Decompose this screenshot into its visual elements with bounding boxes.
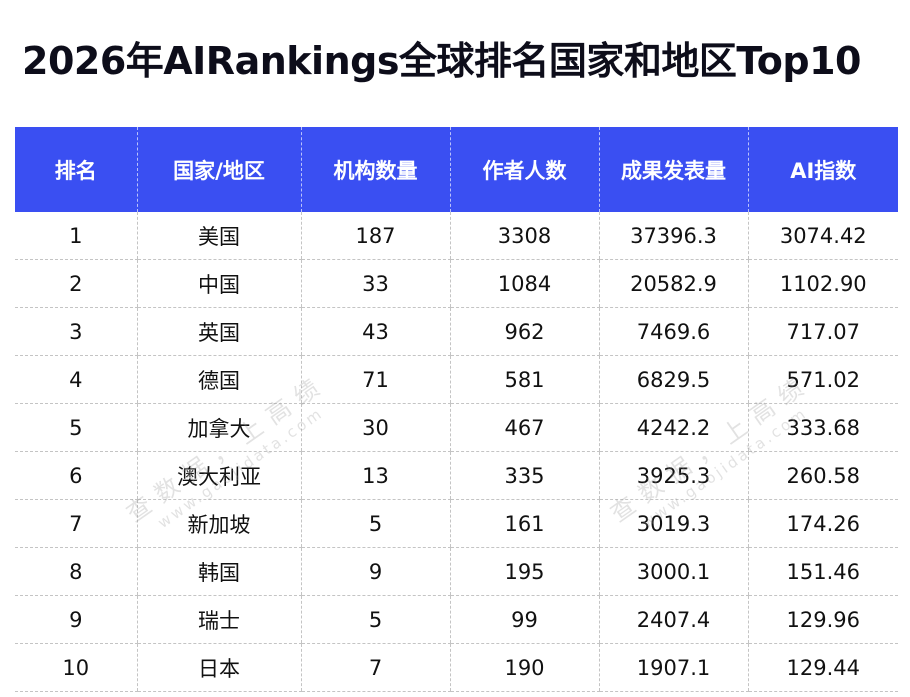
cell-country: 新加坡 [136,499,301,548]
cell-ai-index: 129.96 [747,595,898,644]
cell-institutions: 5 [300,595,450,644]
cell-rank: 10 [15,643,137,692]
cell-country: 澳大利亚 [136,451,301,500]
cell-publications: 3000.1 [598,547,748,596]
cell-institutions: 33 [300,259,450,308]
cell-authors: 581 [449,355,599,404]
cell-rank: 5 [15,403,137,452]
cell-country: 韩国 [136,547,301,596]
cell-authors: 1084 [449,259,599,308]
table-row: 7 新加坡 5 161 3019.3 174.26 [15,499,898,548]
header-rank: 排名 [15,127,137,212]
cell-institutions: 5 [300,499,450,548]
header-ai-index: AI指数 [747,127,898,212]
cell-ai-index: 151.46 [747,547,898,596]
cell-ai-index: 260.58 [747,451,898,500]
table-row: 5 加拿大 30 467 4242.2 333.68 [15,403,898,452]
cell-rank: 2 [15,259,137,308]
cell-country: 瑞士 [136,595,301,644]
cell-rank: 6 [15,451,137,500]
cell-ai-index: 1102.90 [747,259,898,308]
ranking-table: 排名 国家/地区 机构数量 作者人数 成果发表量 AI指数 1 美国 187 3… [15,127,898,692]
cell-publications: 7469.6 [598,307,748,356]
cell-publications: 4242.2 [598,403,748,452]
cell-authors: 190 [449,643,599,692]
cell-rank: 1 [15,212,137,260]
cell-institutions: 30 [300,403,450,452]
cell-authors: 99 [449,595,599,644]
cell-authors: 467 [449,403,599,452]
cell-authors: 161 [449,499,599,548]
cell-ai-index: 717.07 [747,307,898,356]
cell-country: 日本 [136,643,301,692]
cell-authors: 335 [449,451,599,500]
cell-institutions: 13 [300,451,450,500]
table-row: 2 中国 33 1084 20582.9 1102.90 [15,259,898,308]
cell-rank: 9 [15,595,137,644]
cell-authors: 195 [449,547,599,596]
cell-institutions: 7 [300,643,450,692]
header-institutions: 机构数量 [300,127,450,212]
cell-ai-index: 571.02 [747,355,898,404]
table-row: 6 澳大利亚 13 335 3925.3 260.58 [15,451,898,500]
cell-institutions: 9 [300,547,450,596]
cell-ai-index: 129.44 [747,643,898,692]
header-publications: 成果发表量 [598,127,748,212]
cell-country: 英国 [136,307,301,356]
cell-publications: 20582.9 [598,259,748,308]
header-country: 国家/地区 [136,127,301,212]
cell-authors: 962 [449,307,599,356]
cell-country: 德国 [136,355,301,404]
table-header-row: 排名 国家/地区 机构数量 作者人数 成果发表量 AI指数 [15,127,898,212]
cell-publications: 3925.3 [598,451,748,500]
cell-ai-index: 333.68 [747,403,898,452]
table-row: 3 英国 43 962 7469.6 717.07 [15,307,898,356]
cell-ai-index: 3074.42 [747,212,898,260]
cell-rank: 4 [15,355,137,404]
cell-country: 中国 [136,259,301,308]
cell-publications: 37396.3 [598,212,748,260]
cell-rank: 8 [15,547,137,596]
cell-publications: 3019.3 [598,499,748,548]
cell-institutions: 187 [300,212,450,260]
cell-country: 美国 [136,212,301,260]
cell-institutions: 71 [300,355,450,404]
cell-rank: 3 [15,307,137,356]
table-row: 1 美国 187 3308 37396.3 3074.42 [15,212,898,260]
cell-country: 加拿大 [136,403,301,452]
table-row: 4 德国 71 581 6829.5 571.02 [15,355,898,404]
cell-publications: 1907.1 [598,643,748,692]
cell-institutions: 43 [300,307,450,356]
header-authors: 作者人数 [449,127,599,212]
cell-authors: 3308 [449,212,599,260]
table-row: 10 日本 7 190 1907.1 129.44 [15,643,898,692]
page-title: 2026年AIRankings全球排名国家和地区Top10 [22,39,862,83]
cell-publications: 6829.5 [598,355,748,404]
table-row: 8 韩国 9 195 3000.1 151.46 [15,547,898,596]
table-row: 9 瑞士 5 99 2407.4 129.96 [15,595,898,644]
cell-rank: 7 [15,499,137,548]
cell-ai-index: 174.26 [747,499,898,548]
cell-publications: 2407.4 [598,595,748,644]
